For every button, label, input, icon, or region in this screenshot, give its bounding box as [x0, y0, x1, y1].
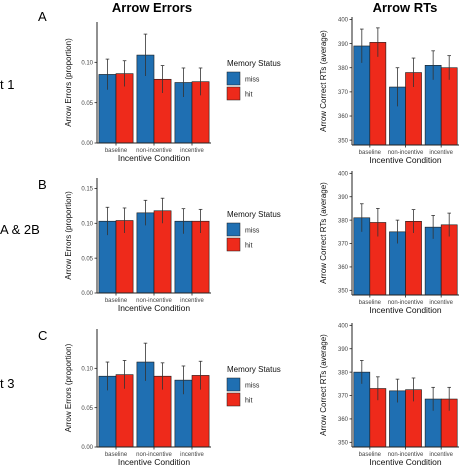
y-tick-label: 0.00 [81, 445, 93, 451]
x-tick-label: non-incentive [136, 148, 172, 154]
y-tick-label: 360 [338, 114, 349, 120]
column-title-errors: Arrow Errors [112, 0, 192, 15]
chart-panel: 0.00 0.05 0.10 0.15 baseline non-incentive inc… [64, 178, 211, 313]
y-tick-label: 350 [338, 441, 349, 447]
legend-label: miss [245, 383, 260, 390]
legend-swatch [226, 237, 241, 252]
y-tick-label: 350 [338, 138, 349, 144]
column-title-rts: Arrow RTs [373, 0, 438, 15]
chart-panel: 0.00 0.05 0.10 baseline non-incentive incenti… [64, 329, 211, 467]
x-tick-label: baseline [105, 298, 128, 304]
legend: Memory Status miss hit [226, 210, 281, 252]
legend-label: hit [245, 92, 252, 99]
x-tick-label: incentive [180, 298, 204, 304]
chart-panel: 350 360 370 380 390 400 baseline non-incentive i… [319, 17, 459, 165]
panel-letter-b: B [38, 177, 47, 192]
legend-swatch [226, 377, 241, 392]
panel-letter-c: C [38, 328, 47, 343]
y-axis-title: Arrow Errors (proportion) [64, 343, 73, 432]
y-tick-label: 350 [338, 289, 349, 295]
y-axis-title: Arrow Errors (proportion) [64, 191, 73, 280]
x-tick-label: incentive [180, 452, 204, 458]
x-axis-title: Incentive Condition [118, 457, 191, 467]
x-tick-label: incentive [429, 150, 453, 156]
x-tick-label: incentive [429, 300, 453, 306]
x-tick-label: non-incentive [388, 452, 424, 458]
legend-label: hit [245, 243, 252, 250]
chart-panel: 350 360 370 380 390 400 baseline non-incentive i… [319, 323, 459, 467]
x-tick-label: baseline [359, 300, 382, 306]
y-tick-label: 360 [338, 265, 349, 271]
chart-panel: 0.00 0.05 0.10 baseline non-incentive incenti… [64, 22, 211, 163]
y-tick-label: 0.00 [81, 141, 93, 147]
y-tick-label: 400 [338, 324, 349, 330]
legend-title: Memory Status [227, 365, 281, 374]
legend-label: hit [245, 398, 252, 405]
row-label-1: t 1 [0, 77, 14, 92]
y-tick-label: 0.10 [81, 222, 93, 228]
y-tick-label: 390 [338, 347, 349, 353]
y-tick-label: 0.05 [81, 256, 93, 262]
row-label-3: t 3 [0, 376, 14, 391]
legend-swatch [226, 222, 241, 237]
bar [369, 42, 387, 146]
y-tick-label: 370 [338, 394, 349, 400]
row-label-2: A & 2B [0, 222, 40, 237]
x-axis-title: Incentive Condition [369, 305, 442, 315]
y-tick-label: 390 [338, 195, 349, 201]
legend-title: Memory Status [227, 210, 281, 219]
legend-swatch [226, 86, 241, 101]
y-tick-label: 380 [338, 218, 349, 224]
y-axis-title: Arrow Correct RTs (average) [319, 30, 328, 132]
legend: Memory Status miss hit [226, 365, 281, 407]
x-axis-title: Incentive Condition [369, 457, 442, 467]
y-tick-label: 370 [338, 242, 349, 248]
legend-swatch [226, 71, 241, 86]
x-tick-label: non-incentive [388, 150, 424, 156]
y-tick-label: 380 [338, 66, 349, 72]
charts-layer: 0.00 0.05 0.10 baseline non-incentive incenti… [64, 17, 459, 467]
legend-swatch [226, 392, 241, 407]
y-tick-label: 0.10 [81, 61, 93, 67]
x-tick-label: incentive [180, 148, 204, 154]
y-tick-label: 0.05 [81, 406, 93, 412]
y-tick-label: 360 [338, 417, 349, 423]
x-tick-label: baseline [359, 452, 382, 458]
y-axis-title: Arrow Errors (proportion) [64, 38, 73, 127]
y-tick-label: 0.05 [81, 101, 93, 107]
x-tick-label: non-incentive [136, 452, 172, 458]
legend: Memory Status miss hit [226, 59, 281, 101]
chart-panel: 350 360 370 380 390 400 baseline non-incentive i… [319, 171, 459, 315]
x-tick-label: non-incentive [136, 298, 172, 304]
x-tick-label: baseline [359, 150, 382, 156]
legend-label: miss [245, 77, 260, 84]
y-tick-label: 0.00 [81, 291, 93, 297]
y-tick-label: 0.15 [81, 187, 93, 193]
y-axis-title: Arrow Correct RTs (average) [319, 334, 328, 436]
y-axis-title: Arrow Correct RTs (average) [319, 182, 328, 284]
x-tick-label: non-incentive [388, 300, 424, 306]
y-tick-label: 400 [338, 172, 349, 178]
x-tick-label: incentive [429, 452, 453, 458]
x-tick-label: baseline [105, 452, 128, 458]
panel-letter-a: A [38, 9, 47, 24]
legends-layer: Memory Status miss hit Memory Status miss hit… [226, 59, 281, 407]
x-tick-label: baseline [105, 148, 128, 154]
y-tick-label: 370 [338, 90, 349, 96]
y-tick-label: 390 [338, 42, 349, 48]
y-tick-label: 380 [338, 370, 349, 376]
y-tick-label: 0.10 [81, 367, 93, 373]
x-axis-title: Incentive Condition [118, 153, 191, 163]
y-tick-label: 400 [338, 18, 349, 24]
x-axis-title: Incentive Condition [369, 155, 442, 165]
legend-title: Memory Status [227, 59, 281, 68]
legend-label: miss [245, 228, 260, 235]
x-axis-title: Incentive Condition [118, 303, 191, 313]
